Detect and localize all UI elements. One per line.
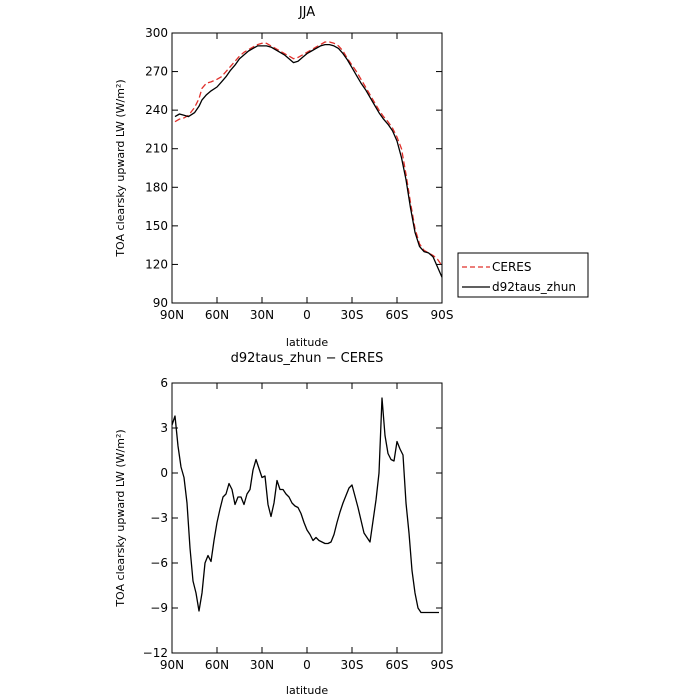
x-tick-label: 0 bbox=[303, 658, 311, 672]
y-tick-label: 90 bbox=[153, 296, 168, 310]
y-tick-label: 3 bbox=[160, 421, 168, 435]
y-tick-label: −12 bbox=[143, 646, 168, 660]
y-tick-label: 180 bbox=[145, 180, 168, 194]
bottom-series-lines bbox=[171, 397, 439, 614]
x-tick-label: 60N bbox=[205, 658, 229, 672]
legend-label-d92taus-zhun: d92taus_zhun bbox=[492, 280, 576, 294]
top-panel: JJA latitude TOA clearsky upward LW (W/m… bbox=[114, 5, 589, 349]
y-tick-label: 6 bbox=[160, 376, 168, 390]
x-tick-label: 30S bbox=[341, 308, 364, 322]
y-tick-label: 210 bbox=[145, 142, 168, 156]
y-tick-label: 270 bbox=[145, 65, 168, 79]
legend: CERES d92taus_zhun bbox=[457, 252, 589, 298]
y-tick-label: −3 bbox=[150, 511, 168, 525]
y-tick-label: 240 bbox=[145, 103, 168, 117]
bottom-axis-ticks: −12 −9 −6 −3 0 3 6 90N 60N 30N 0 30S 60S 90S bbox=[143, 376, 454, 672]
top-y-axis-label: TOA clearsky upward LW (W/m²) bbox=[114, 79, 127, 257]
legend-box bbox=[457, 252, 589, 298]
top-axis-ticks: 90 120 150 180 210 240 270 300 90N 60N 30N 0 30S 60S 9… bbox=[145, 26, 453, 322]
series-line-d92taus-zhun bbox=[174, 43, 443, 278]
x-tick-label: 60N bbox=[205, 308, 229, 322]
x-tick-label: 30N bbox=[250, 658, 274, 672]
bottom-chart-title: d92taus_zhun − CERES bbox=[231, 351, 384, 366]
y-tick-label: 150 bbox=[145, 219, 168, 233]
legend-label-ceres: CERES bbox=[492, 260, 532, 274]
x-tick-label: 60S bbox=[386, 658, 409, 672]
x-tick-label: 90N bbox=[160, 308, 184, 322]
series-line-ceres bbox=[174, 41, 443, 267]
bottom-y-axis-label: TOA clearsky upward LW (W/m²) bbox=[114, 429, 127, 607]
x-tick-label: 0 bbox=[303, 308, 311, 322]
top-x-axis-label: latitude bbox=[286, 336, 328, 349]
top-series-lines bbox=[174, 41, 443, 278]
x-tick-label: 30S bbox=[341, 658, 364, 672]
x-tick-label: 60S bbox=[386, 308, 409, 322]
y-tick-label: −9 bbox=[150, 601, 168, 615]
bottom-panel: d92taus_zhun − CERES latitude TOA clears… bbox=[114, 351, 453, 697]
x-tick-label: 90S bbox=[431, 658, 454, 672]
y-tick-label: 120 bbox=[145, 257, 168, 271]
y-tick-label: −6 bbox=[150, 556, 168, 570]
y-tick-label: 300 bbox=[145, 26, 168, 40]
x-tick-label: 30N bbox=[250, 308, 274, 322]
top-plot-frame bbox=[171, 32, 443, 304]
y-tick-label: 0 bbox=[160, 466, 168, 480]
top-chart-title: JJA bbox=[298, 5, 315, 20]
bottom-plot-frame bbox=[171, 382, 443, 654]
series-line-difference-0 bbox=[171, 397, 439, 614]
x-tick-label: 90S bbox=[431, 308, 454, 322]
bottom-x-axis-label: latitude bbox=[286, 684, 328, 697]
x-tick-label: 90N bbox=[160, 658, 184, 672]
